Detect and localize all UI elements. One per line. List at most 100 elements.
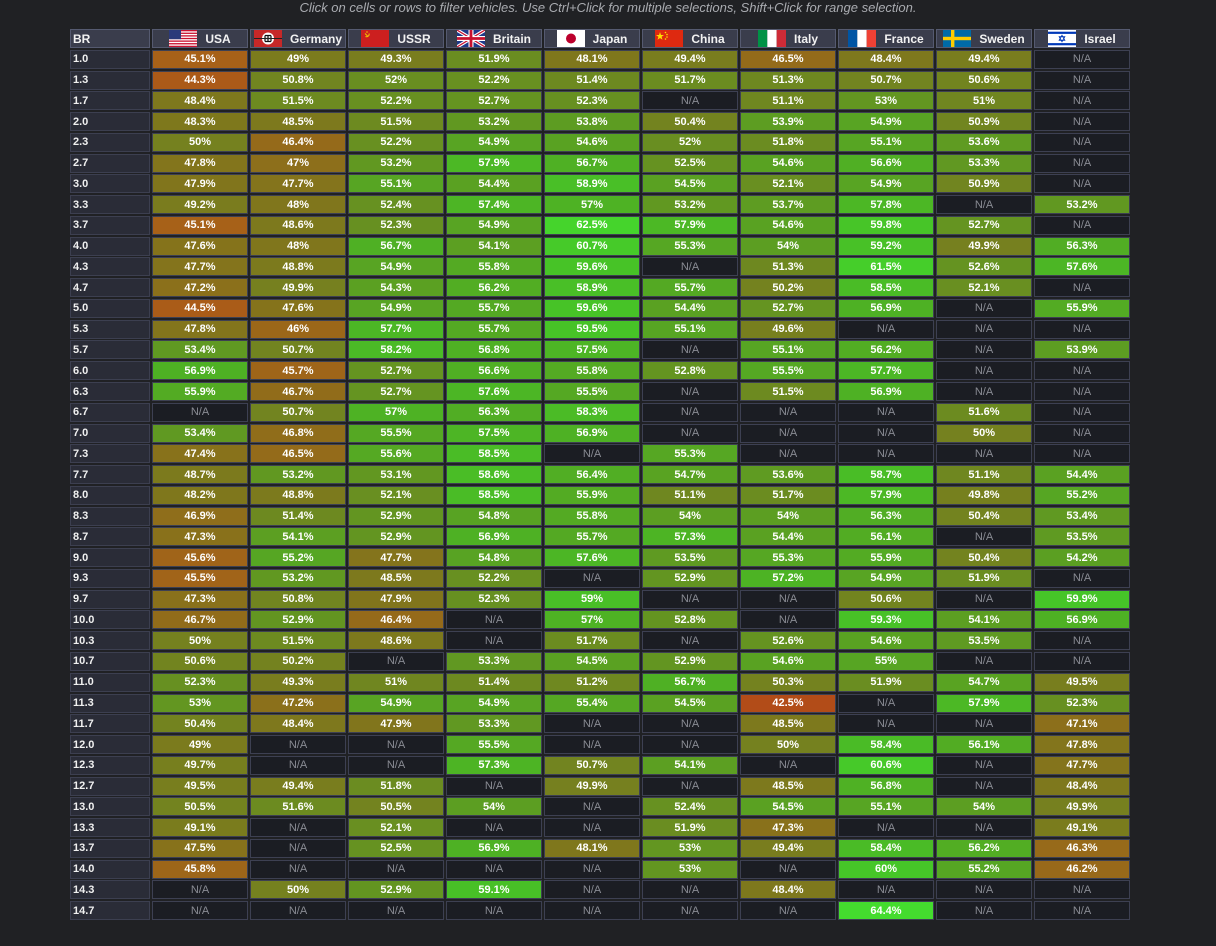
winrate-cell-france[interactable]: 55% <box>838 651 934 671</box>
nation-header-france[interactable]: France <box>838 29 934 48</box>
winrate-cell-britain[interactable]: 56.9% <box>446 838 542 858</box>
winrate-cell-israel[interactable]: 46.3% <box>1034 838 1130 858</box>
winrate-cell-israel[interactable]: 53.2% <box>1034 195 1130 215</box>
winrate-cell-france[interactable]: 56.9% <box>838 382 934 402</box>
winrate-cell-italy[interactable]: 47.3% <box>740 818 836 838</box>
winrate-cell-israel[interactable]: N/A <box>1034 631 1130 651</box>
winrate-cell-israel[interactable]: 47.7% <box>1034 755 1130 775</box>
br-row-label[interactable]: 6.7 <box>70 402 150 422</box>
winrate-cell-italy[interactable]: 54.5% <box>740 797 836 817</box>
winrate-cell-israel[interactable]: 48.4% <box>1034 776 1130 796</box>
winrate-cell-france[interactable]: N/A <box>838 444 934 464</box>
winrate-cell-germany[interactable]: N/A <box>250 838 346 858</box>
winrate-cell-ussr[interactable]: 52.7% <box>348 382 444 402</box>
winrate-cell-china[interactable]: 53.2% <box>642 195 738 215</box>
winrate-cell-japan[interactable]: 55.5% <box>544 382 640 402</box>
winrate-cell-britain[interactable]: N/A <box>446 818 542 838</box>
winrate-cell-china[interactable]: N/A <box>642 901 738 921</box>
winrate-cell-japan[interactable]: 56.7% <box>544 153 640 173</box>
winrate-cell-france[interactable]: 57.8% <box>838 195 934 215</box>
winrate-cell-britain[interactable]: N/A <box>446 901 542 921</box>
winrate-cell-britain[interactable]: 54.9% <box>446 215 542 235</box>
winrate-cell-britain[interactable]: 58.5% <box>446 444 542 464</box>
winrate-cell-germany[interactable]: 50.2% <box>250 651 346 671</box>
nation-header-italy[interactable]: Italy <box>740 29 836 48</box>
winrate-cell-ussr[interactable]: 52.3% <box>348 215 444 235</box>
winrate-cell-israel[interactable]: N/A <box>1034 319 1130 339</box>
winrate-cell-usa[interactable]: 45.8% <box>152 859 248 879</box>
winrate-cell-china[interactable]: 52% <box>642 132 738 152</box>
winrate-cell-usa[interactable]: 46.9% <box>152 506 248 526</box>
winrate-cell-sweden[interactable]: 53.5% <box>936 631 1032 651</box>
winrate-cell-israel[interactable]: N/A <box>1034 278 1130 298</box>
winrate-cell-britain[interactable]: 56.6% <box>446 361 542 381</box>
winrate-cell-israel[interactable]: N/A <box>1034 361 1130 381</box>
winrate-cell-germany[interactable]: 46.5% <box>250 444 346 464</box>
winrate-cell-sweden[interactable]: N/A <box>936 776 1032 796</box>
winrate-cell-israel[interactable]: 49.9% <box>1034 797 1130 817</box>
winrate-cell-germany[interactable]: 51.4% <box>250 506 346 526</box>
winrate-cell-germany[interactable]: 48.8% <box>250 257 346 277</box>
winrate-cell-sweden[interactable]: 50% <box>936 423 1032 443</box>
winrate-cell-sweden[interactable]: 56.2% <box>936 838 1032 858</box>
winrate-cell-italy[interactable]: 46.5% <box>740 49 836 69</box>
winrate-cell-germany[interactable]: N/A <box>250 818 346 838</box>
winrate-cell-china[interactable]: 53% <box>642 838 738 858</box>
winrate-cell-germany[interactable]: 46.8% <box>250 423 346 443</box>
winrate-cell-germany[interactable]: 48.5% <box>250 112 346 132</box>
winrate-cell-ussr[interactable]: 58.2% <box>348 340 444 360</box>
winrate-cell-italy[interactable]: N/A <box>740 402 836 422</box>
winrate-cell-italy[interactable]: 51.3% <box>740 70 836 90</box>
winrate-cell-usa[interactable]: 49.7% <box>152 755 248 775</box>
winrate-cell-japan[interactable]: 55.8% <box>544 506 640 526</box>
winrate-cell-britain[interactable]: 55.7% <box>446 298 542 318</box>
winrate-cell-china[interactable]: 53.5% <box>642 548 738 568</box>
winrate-cell-italy[interactable]: 50.3% <box>740 672 836 692</box>
winrate-cell-britain[interactable]: N/A <box>446 631 542 651</box>
winrate-cell-germany[interactable]: 52.9% <box>250 610 346 630</box>
winrate-cell-sweden[interactable]: 50.4% <box>936 548 1032 568</box>
winrate-cell-japan[interactable]: N/A <box>544 859 640 879</box>
winrate-cell-ussr[interactable]: 53.1% <box>348 465 444 485</box>
winrate-cell-usa[interactable]: 47.4% <box>152 444 248 464</box>
winrate-cell-ussr[interactable]: 54.9% <box>348 298 444 318</box>
winrate-cell-italy[interactable]: N/A <box>740 859 836 879</box>
winrate-cell-sweden[interactable]: 54.7% <box>936 672 1032 692</box>
winrate-cell-usa[interactable]: 45.6% <box>152 548 248 568</box>
winrate-cell-france[interactable]: N/A <box>838 319 934 339</box>
winrate-cell-israel[interactable]: 56.9% <box>1034 610 1130 630</box>
winrate-cell-germany[interactable]: 49% <box>250 49 346 69</box>
winrate-cell-usa[interactable]: 49.2% <box>152 195 248 215</box>
winrate-cell-ussr[interactable]: 48.6% <box>348 631 444 651</box>
br-row-label[interactable]: 10.7 <box>70 651 150 671</box>
nation-header-sweden[interactable]: Sweden <box>936 29 1032 48</box>
winrate-cell-france[interactable]: 61.5% <box>838 257 934 277</box>
winrate-cell-ussr[interactable]: 51.5% <box>348 112 444 132</box>
winrate-cell-italy[interactable]: 54% <box>740 236 836 256</box>
winrate-cell-sweden[interactable]: 52.6% <box>936 257 1032 277</box>
winrate-cell-germany[interactable]: 51.5% <box>250 91 346 111</box>
winrate-cell-italy[interactable]: 53.6% <box>740 465 836 485</box>
winrate-cell-ussr[interactable]: 47.7% <box>348 548 444 568</box>
winrate-cell-japan[interactable]: 54.6% <box>544 132 640 152</box>
nation-header-britain[interactable]: Britain <box>446 29 542 48</box>
winrate-cell-sweden[interactable]: 56.1% <box>936 735 1032 755</box>
winrate-cell-japan[interactable]: 55.7% <box>544 527 640 547</box>
winrate-cell-usa[interactable]: 47.6% <box>152 236 248 256</box>
winrate-cell-sweden[interactable]: 50.6% <box>936 70 1032 90</box>
winrate-cell-china[interactable]: N/A <box>642 402 738 422</box>
winrate-cell-germany[interactable]: 49.9% <box>250 278 346 298</box>
winrate-cell-ussr[interactable]: 52.9% <box>348 527 444 547</box>
br-row-label[interactable]: 9.7 <box>70 589 150 609</box>
winrate-cell-germany[interactable]: 47.7% <box>250 174 346 194</box>
nation-header-usa[interactable]: USA <box>152 29 248 48</box>
winrate-cell-britain[interactable]: N/A <box>446 859 542 879</box>
winrate-cell-israel[interactable]: N/A <box>1034 402 1130 422</box>
winrate-cell-ussr[interactable]: N/A <box>348 735 444 755</box>
winrate-cell-britain[interactable]: 54.8% <box>446 506 542 526</box>
winrate-cell-france[interactable]: 59.3% <box>838 610 934 630</box>
br-row-label[interactable]: 8.0 <box>70 485 150 505</box>
winrate-cell-usa[interactable]: 53% <box>152 693 248 713</box>
winrate-cell-china[interactable]: N/A <box>642 423 738 443</box>
winrate-cell-italy[interactable]: 50.2% <box>740 278 836 298</box>
